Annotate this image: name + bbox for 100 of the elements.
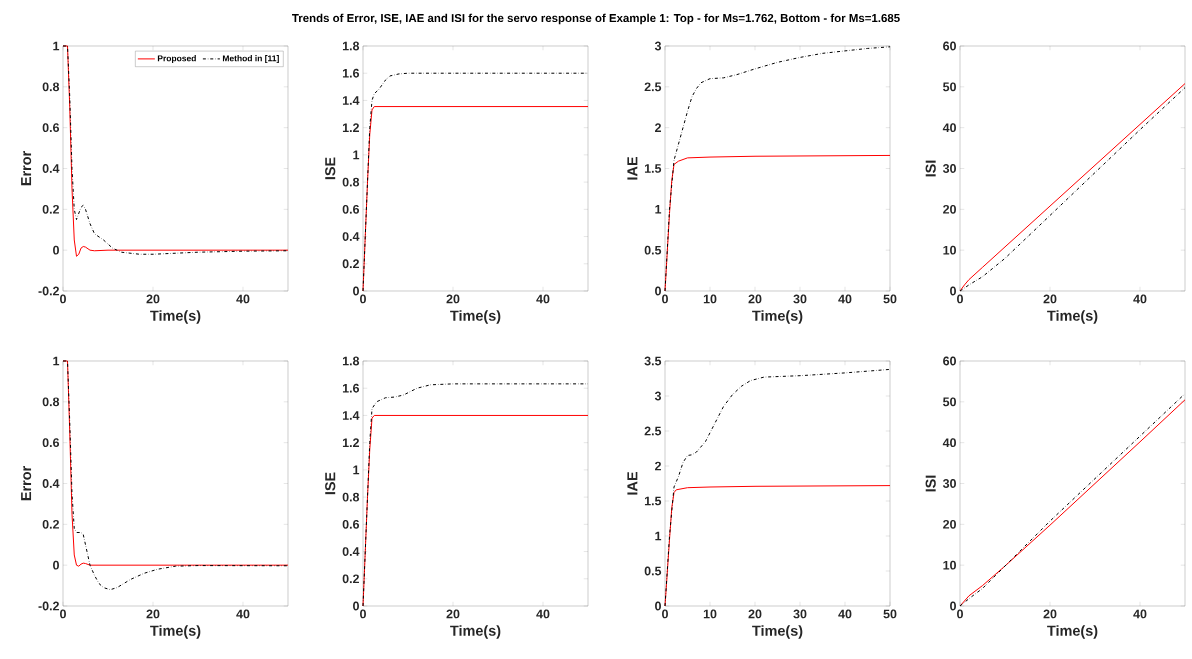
x-tick-label: 0 <box>957 294 963 304</box>
y-tick-label: 0.6 <box>42 123 60 133</box>
y-tick-label: 10 <box>943 560 956 570</box>
y-tick-label: 1 <box>353 150 360 160</box>
x-tick-label: 40 <box>536 294 550 304</box>
y-axis-title: Error <box>21 151 32 186</box>
y-tick-label: 3 <box>654 391 662 401</box>
y-tick-label: 0 <box>655 286 661 296</box>
x-tick-label: 30 <box>793 294 807 304</box>
y-axis-title: IAE <box>627 157 638 180</box>
y-tick-label: 0.8 <box>342 492 360 502</box>
y-tick-label: 1.6 <box>342 383 360 393</box>
legend-label: Proposed <box>157 55 196 63</box>
legend-label: Method in [11] <box>222 55 279 63</box>
y-tick-label: 1.4 <box>342 96 360 105</box>
x-axis-title: Time(s) <box>450 625 501 639</box>
x-tick-label: 10 <box>703 294 717 304</box>
x-axis-title: Time(s) <box>752 625 803 639</box>
y-tick-label: 1.2 <box>342 438 359 448</box>
x-tick-label: 0 <box>957 609 963 619</box>
y-tick-label: 20 <box>943 204 956 214</box>
y-tick-label: 3.5 <box>644 356 662 366</box>
y-tick-label: 1.5 <box>644 496 662 506</box>
x-axis-title: Time(s) <box>450 310 501 324</box>
y-tick-label: 1 <box>655 205 662 214</box>
x-tick-label: 20 <box>748 294 762 304</box>
y-tick-label: 0.6 <box>342 204 360 214</box>
x-tick-label: 20 <box>446 609 460 619</box>
y-tick-label: 2 <box>655 461 661 471</box>
x-tick-label: 20 <box>146 294 160 304</box>
x-tick-label: 30 <box>793 609 807 619</box>
y-axis-title: Error <box>21 466 32 501</box>
y-tick-label: 1 <box>53 41 60 51</box>
y-tick-label: 1 <box>353 465 360 475</box>
y-tick-label: 20 <box>943 519 956 529</box>
y-tick-label: 1.4 <box>342 411 360 420</box>
y-tick-label: 0.2 <box>342 259 359 269</box>
x-tick-label: 20 <box>748 609 762 619</box>
y-tick-label: 0 <box>353 601 359 611</box>
y-tick-label: 1.5 <box>644 164 662 173</box>
x-tick-label: 10 <box>703 609 717 619</box>
y-tick-label: 1.8 <box>342 41 360 51</box>
x-tick-label: 40 <box>536 609 550 619</box>
y-tick-label: 0 <box>53 245 59 255</box>
y-tick-label: 0 <box>950 601 956 611</box>
x-tick-label: 20 <box>146 609 160 619</box>
y-tick-label: 0 <box>950 286 956 296</box>
y-tick-label: 0.2 <box>42 519 59 529</box>
x-tick-label: 40 <box>1133 609 1147 619</box>
y-tick-label: -0.2 <box>38 601 59 611</box>
x-tick-label: 20 <box>1043 294 1057 304</box>
y-tick-label: 0 <box>353 286 359 296</box>
x-tick-label: 50 <box>883 294 897 304</box>
y-tick-label: 0.5 <box>644 245 662 255</box>
y-axis-title: ISE <box>325 157 336 180</box>
y-tick-label: 0.6 <box>342 519 360 529</box>
x-tick-label: 40 <box>838 609 852 619</box>
y-tick-label: 3 <box>654 41 662 51</box>
y-tick-label: 60 <box>943 41 956 51</box>
y-tick-label: 40 <box>942 123 956 133</box>
text: Trends of Error, ISE, IAE and ISI for the servo response of Example 1: Top - for Ms=1.762, Bottom - for Ms=1.685 <box>292 13 900 25</box>
y-tick-label: 50 <box>943 397 956 407</box>
y-tick-label: 0.5 <box>644 566 662 576</box>
y-tick-label: 60 <box>943 356 956 366</box>
y-tick-label: 0 <box>655 601 661 611</box>
y-tick-label: 0.6 <box>42 438 60 448</box>
y-axis-title: ISI <box>925 160 936 177</box>
y-tick-label: 30 <box>942 479 956 488</box>
y-tick-label: -0.2 <box>38 286 59 296</box>
y-tick-label: 0 <box>53 560 59 570</box>
y-tick-label: 2.5 <box>644 82 662 92</box>
y-tick-label: 30 <box>942 164 956 173</box>
x-axis-title: Time(s) <box>752 310 803 324</box>
y-tick-label: 40 <box>942 438 956 448</box>
y-tick-label: 50 <box>943 82 956 92</box>
y-tick-label: 10 <box>943 245 956 255</box>
x-tick-label: 40 <box>236 609 250 619</box>
x-tick-label: 40 <box>236 294 250 304</box>
y-tick-label: 0.4 <box>342 547 360 556</box>
x-tick-label: 20 <box>446 294 460 304</box>
y-tick-label: 0.8 <box>42 82 60 92</box>
x-tick-label: 40 <box>1133 294 1147 304</box>
x-tick-label: 50 <box>883 609 897 619</box>
y-tick-label: 1.6 <box>342 68 360 78</box>
y-tick-label: 0.4 <box>42 164 60 173</box>
y-axis-title: ISE <box>325 472 336 495</box>
y-tick-label: 0.2 <box>342 574 359 584</box>
y-tick-label: 2.5 <box>644 426 662 436</box>
y-tick-label: 2 <box>655 123 661 133</box>
y-tick-label: 1 <box>53 356 60 366</box>
y-tick-label: 1.2 <box>342 123 359 133</box>
x-axis-title: Time(s) <box>1047 625 1098 639</box>
y-tick-label: 1 <box>655 531 662 541</box>
y-tick-label: 1.8 <box>342 356 360 366</box>
y-axis-title: ISI <box>925 475 936 492</box>
y-tick-label: 0.2 <box>42 204 59 214</box>
line-series <box>664 485 891 607</box>
y-tick-label: 0.8 <box>42 397 60 407</box>
y-tick-label: 0.4 <box>42 479 60 488</box>
x-axis-title: Time(s) <box>150 625 201 639</box>
